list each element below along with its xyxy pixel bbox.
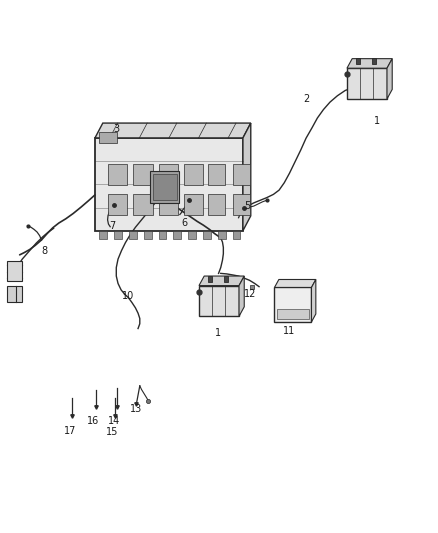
Bar <box>203 231 211 239</box>
Bar <box>99 231 107 239</box>
Bar <box>277 309 309 319</box>
Bar <box>144 231 152 239</box>
Polygon shape <box>275 279 316 287</box>
Bar <box>133 195 152 215</box>
Text: 1: 1 <box>374 116 380 126</box>
Bar <box>188 231 196 239</box>
Polygon shape <box>243 123 251 231</box>
Bar <box>184 195 203 215</box>
Text: 13: 13 <box>130 403 142 414</box>
Bar <box>233 231 240 239</box>
Bar <box>133 165 152 185</box>
Bar <box>199 286 239 317</box>
Bar <box>108 165 127 185</box>
Polygon shape <box>95 123 251 138</box>
Text: 8: 8 <box>41 246 47 256</box>
Polygon shape <box>95 138 243 231</box>
Bar <box>208 276 212 282</box>
Polygon shape <box>275 287 311 322</box>
Bar <box>99 132 117 143</box>
Bar <box>108 195 127 215</box>
Text: 7: 7 <box>109 221 116 231</box>
Text: 11: 11 <box>283 326 296 336</box>
Polygon shape <box>347 59 392 68</box>
Bar <box>184 165 203 185</box>
Bar <box>372 58 376 64</box>
Bar <box>7 286 22 302</box>
Bar <box>218 231 226 239</box>
Bar <box>208 195 226 215</box>
Bar <box>159 165 178 185</box>
Bar <box>152 174 177 200</box>
Text: 17: 17 <box>64 426 76 436</box>
Text: 2: 2 <box>303 94 309 104</box>
Bar <box>150 171 179 203</box>
Text: 10: 10 <box>121 290 134 301</box>
Polygon shape <box>311 279 316 322</box>
Polygon shape <box>239 276 244 317</box>
Bar <box>173 231 181 239</box>
Text: 1: 1 <box>215 328 221 338</box>
Polygon shape <box>199 276 244 286</box>
Text: 16: 16 <box>87 416 99 426</box>
Bar <box>347 68 387 99</box>
Text: 3: 3 <box>113 124 120 134</box>
Text: 15: 15 <box>106 427 119 437</box>
Bar <box>224 276 228 282</box>
Bar <box>129 231 137 239</box>
Bar <box>159 231 166 239</box>
Bar <box>159 195 178 215</box>
Text: 6: 6 <box>181 218 187 228</box>
Text: 12: 12 <box>244 289 257 299</box>
Bar <box>233 195 250 215</box>
Text: 14: 14 <box>108 416 120 426</box>
Bar <box>356 58 360 64</box>
Bar <box>233 165 250 185</box>
Bar <box>7 261 22 281</box>
Text: 5: 5 <box>244 200 251 211</box>
Polygon shape <box>387 59 392 99</box>
Bar <box>208 165 226 185</box>
Bar <box>114 231 122 239</box>
